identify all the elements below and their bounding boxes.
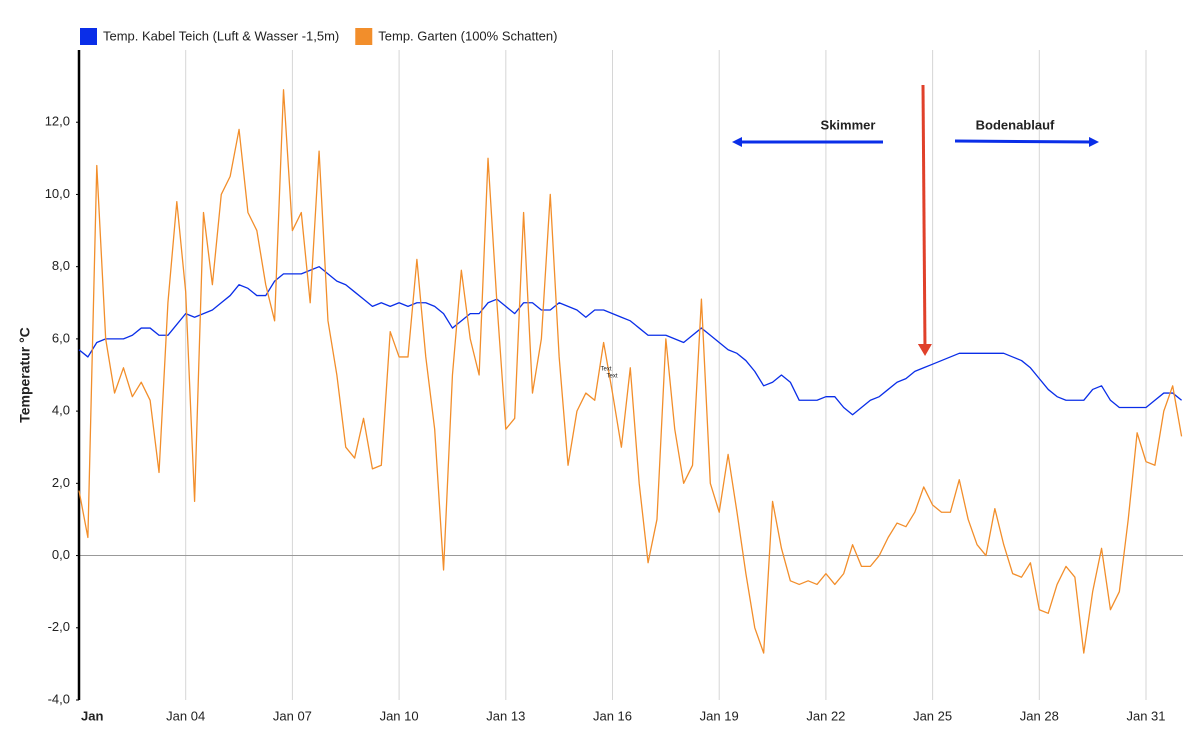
series-line	[78, 89, 1183, 654]
arrow-down	[917, 84, 932, 356]
y-tick-label: 0,0	[52, 547, 70, 562]
y-tick-label: 6,0	[52, 330, 70, 345]
legend-swatch	[355, 28, 373, 45]
legend-swatch	[80, 28, 97, 45]
x-tick-label: Jan 31	[1126, 708, 1165, 723]
x-tick-label: Jan 19	[700, 708, 739, 723]
legend-label: Temp. Garten (100% Schatten)	[378, 28, 557, 43]
y-tick-label: -4,0	[48, 691, 70, 706]
y-tick-label: 4,0	[52, 403, 70, 418]
y-tick-label: 8,0	[52, 258, 70, 273]
x-tick-label: Jan 25	[913, 708, 952, 723]
x-tick-label: Jan 10	[380, 708, 419, 723]
annotation: Text	[606, 374, 617, 380]
x-tick-label: Jan 07	[273, 708, 312, 723]
y-tick-label: 12,0	[45, 114, 70, 129]
y-tick-label: -2,0	[48, 619, 70, 634]
x-tick-label: Jan 22	[806, 708, 845, 723]
x-tick-label: Jan 13	[486, 708, 525, 723]
legend-label: Temp. Kabel Teich (Luft & Wasser -1,5m)	[103, 28, 339, 43]
x-tick-label: Jan	[81, 708, 103, 723]
annotation: Skimmer	[821, 117, 876, 132]
series-line	[78, 266, 1182, 416]
x-tick-label: Jan 16	[593, 708, 632, 723]
x-tick-label: Jan 04	[166, 708, 205, 723]
annotation: Bodenablauf	[976, 117, 1055, 132]
y-axis-label: Temperatur °C	[17, 327, 33, 423]
annotation: Text	[600, 367, 611, 373]
y-tick-label: 10,0	[45, 186, 70, 201]
y-tick-label: 2,0	[52, 475, 70, 490]
arrow-right	[954, 136, 1099, 147]
x-tick-label: Jan 28	[1020, 708, 1059, 723]
